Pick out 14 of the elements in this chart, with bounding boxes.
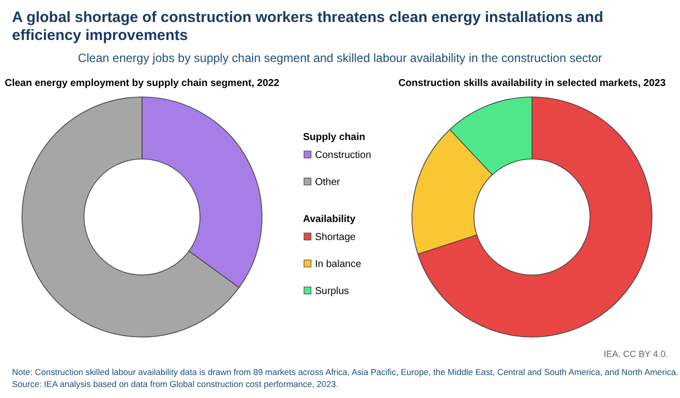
legend-label: Construction [315,150,372,161]
legend-label: Surplus [315,286,349,297]
legend-label: In balance [315,259,362,270]
text: IEA. CC BY 4.0. [604,349,668,359]
legend-label: Other [315,177,341,188]
text: A global shortage of construction workers threatens clean energy installations and efficiency improvements [12,9,604,44]
text: Note: Construction skilled labour availability data is drawn from 89 markets across Africa, Asia Pacific, Europe, the Middle East, Central and South America, and North America. [12,367,678,377]
chart-title: Construction skills availability in selected markets, 2023 [398,78,666,89]
chart-title: Clean energy employment by supply chain segment, 2022 [4,78,280,89]
text: Clean energy jobs by supply chain segment and skilled labour availability in the construction sector [78,51,602,65]
source-note: Source: IEA analysis based on data from Global construction cost performance, 2023. [12,379,338,389]
legend-title: Supply chain [303,132,366,143]
legend-label: Shortage [315,232,356,243]
legend-title: Availability [303,214,356,225]
